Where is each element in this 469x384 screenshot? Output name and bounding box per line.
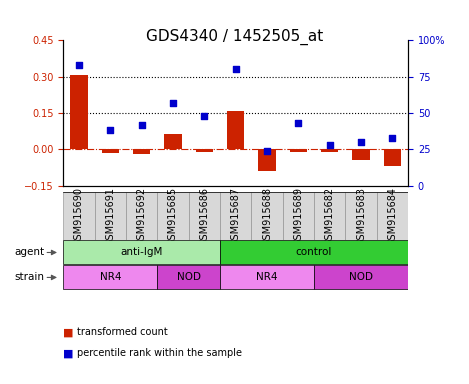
Bar (63, 265, 157, 290)
Bar (314, 192, 345, 240)
Text: NR4: NR4 (99, 272, 121, 283)
Text: GSM915684: GSM915684 (387, 187, 397, 245)
Point (263, 147, 271, 154)
Bar (157, 192, 189, 240)
Point (138, 121, 145, 127)
Text: anti-IgM: anti-IgM (121, 247, 163, 258)
Text: strain: strain (15, 272, 45, 283)
Bar (133, 149, 150, 154)
Text: NR4: NR4 (256, 272, 278, 283)
Bar (352, 149, 370, 160)
Bar (220, 192, 251, 240)
Bar (384, 149, 401, 166)
Point (169, 100, 177, 106)
Point (295, 120, 302, 126)
Text: GSM915692: GSM915692 (136, 187, 147, 246)
Text: GSM915690: GSM915690 (74, 187, 84, 245)
Text: percentile rank within the sample: percentile rank within the sample (77, 348, 242, 358)
Text: ■: ■ (63, 348, 74, 358)
Bar (220, 240, 408, 265)
Bar (377, 192, 408, 240)
Bar (321, 149, 338, 152)
Text: agent: agent (14, 247, 45, 258)
Bar (70, 75, 88, 149)
Text: GSM915685: GSM915685 (168, 187, 178, 246)
Bar (258, 149, 276, 171)
Point (357, 139, 365, 145)
Text: GSM915688: GSM915688 (262, 187, 272, 245)
Text: GSM915683: GSM915683 (356, 187, 366, 245)
Bar (126, 192, 157, 240)
Bar (164, 134, 182, 149)
Bar (63, 192, 95, 240)
Text: GSM915691: GSM915691 (106, 187, 115, 245)
Bar (95, 192, 126, 240)
Point (326, 142, 333, 148)
Text: GSM915689: GSM915689 (293, 187, 303, 245)
Point (389, 134, 396, 141)
Text: NOD: NOD (349, 272, 373, 283)
Bar (196, 149, 213, 152)
Text: GSM915686: GSM915686 (199, 187, 209, 245)
Bar (314, 265, 408, 290)
Text: ■: ■ (63, 327, 74, 337)
Text: transformed count: transformed count (77, 327, 168, 337)
Bar (345, 192, 377, 240)
Text: control: control (296, 247, 332, 258)
Text: NOD: NOD (177, 272, 201, 283)
Bar (251, 192, 283, 240)
Point (201, 113, 208, 119)
Bar (157, 265, 220, 290)
Point (232, 66, 239, 73)
Bar (220, 265, 314, 290)
Point (75, 62, 83, 68)
Bar (189, 192, 220, 240)
Text: GSM915687: GSM915687 (231, 187, 241, 246)
Point (106, 127, 114, 133)
Text: GSM915682: GSM915682 (325, 187, 335, 246)
Bar (63, 240, 220, 265)
Bar (102, 149, 119, 153)
Text: GDS4340 / 1452505_at: GDS4340 / 1452505_at (146, 29, 323, 45)
Bar (227, 111, 244, 149)
Bar (290, 149, 307, 152)
Bar (283, 192, 314, 240)
